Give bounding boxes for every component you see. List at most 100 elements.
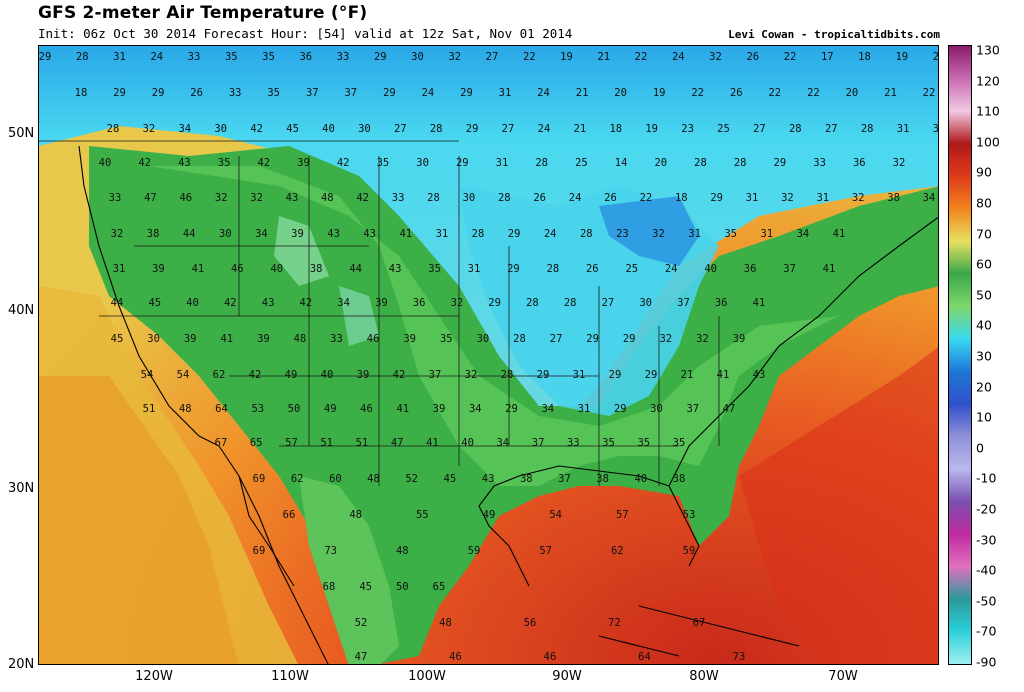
station-temp-value: 24 [933, 51, 939, 63]
station-temp-value: 48 [396, 545, 409, 557]
station-temp-value: 46 [449, 651, 462, 663]
station-temp-value: 30 [358, 123, 371, 135]
station-temp-value: 59 [683, 545, 696, 557]
station-temp-value: 31 [760, 228, 773, 240]
station-temp-value: 29 [710, 192, 723, 204]
station-temp-value: 21 [574, 123, 587, 135]
station-temp-value: 41 [220, 333, 233, 345]
station-temp-value: 27 [486, 51, 499, 63]
colorbar-label: -40 [976, 562, 997, 578]
station-temp-value: 32 [709, 51, 722, 63]
station-temp-value: 24 [544, 228, 557, 240]
station-temp-value: 22 [784, 51, 797, 63]
lat-label-50n: 50N [8, 126, 35, 141]
station-temp-value: 31 [499, 87, 512, 99]
station-temp-value: 36 [413, 297, 426, 309]
station-temp-value: 59 [468, 545, 481, 557]
colorbar-label: 40 [976, 317, 992, 333]
station-temp-value: 31 [113, 263, 126, 275]
station-temp-value: 29 [152, 87, 165, 99]
station-temp-value: 32 [696, 333, 709, 345]
station-temp-value: 29 [488, 297, 501, 309]
station-temp-value: 32 [451, 297, 464, 309]
station-temp-value: 29 [39, 51, 51, 63]
station-temp-value: 40 [186, 297, 199, 309]
station-temp-value: 41 [192, 263, 205, 275]
station-temp-value: 30 [639, 297, 652, 309]
station-temp-value: 34 [178, 123, 191, 135]
station-temp-value: 28 [76, 51, 89, 63]
station-temp-value: 39 [433, 403, 446, 415]
station-temp-value: 29 [508, 228, 521, 240]
station-temp-value: 33 [229, 87, 242, 99]
station-temp-value: 27 [550, 333, 563, 345]
station-temp-value: 64 [638, 651, 651, 663]
colorbar-label: -10 [976, 470, 997, 486]
station-temp-value: 26 [604, 192, 617, 204]
station-temp-value: 35 [262, 51, 275, 63]
station-temp-value: 24 [422, 87, 435, 99]
temperature-map[interactable]: 29 28 31 24 33 35 35 36 33 29 30 32 27 22 19 21 22 24 32 26… [38, 45, 939, 665]
coastlines [78, 145, 938, 664]
station-temp-value: 38 [520, 473, 533, 485]
station-temp-value: 60 [329, 473, 342, 485]
station-temp-value: 26 [730, 87, 743, 99]
station-temp-value: 68 [323, 581, 336, 593]
station-temp-value: 46 [367, 333, 380, 345]
colorbar-label: 100 [976, 134, 1000, 150]
station-temp-value: 43 [262, 297, 275, 309]
station-temp-value: 31 [113, 51, 126, 63]
station-temp-value: 32 [143, 123, 156, 135]
station-temp-value: 47 [144, 192, 157, 204]
station-temp-value: 40 [461, 437, 474, 449]
station-temp-value: 29 [456, 157, 469, 169]
station-temp-value: 28 [861, 123, 874, 135]
station-temp-value: 27 [394, 123, 407, 135]
station-temp-value: 39 [297, 157, 310, 169]
colorbar-label: -20 [976, 501, 997, 517]
station-temp-value: 38 [887, 192, 900, 204]
station-temp-value: 31 [688, 228, 701, 240]
station-temp-value: 14 [615, 157, 628, 169]
colorbar-label: -70 [976, 623, 997, 639]
station-temp-value: 31 [933, 123, 939, 135]
station-temp-value: 37 [686, 403, 699, 415]
station-temp-value: 46 [179, 192, 192, 204]
station-temp-value: 33 [330, 333, 343, 345]
station-temp-value: 35 [377, 157, 390, 169]
station-temp-value: 20 [846, 87, 859, 99]
station-temp-value: 32 [893, 157, 906, 169]
station-temp-value: 40 [704, 263, 717, 275]
station-temp-value: 37 [532, 437, 545, 449]
credit-text: Levi Cowan - tropicaltidbits.com [728, 28, 940, 41]
station-temp-value: 25 [575, 157, 588, 169]
station-temp-value: 34 [469, 403, 482, 415]
station-temp-value: 43 [753, 369, 766, 381]
station-temp-value: 37 [783, 263, 796, 275]
lon-label-110w: 110W [271, 669, 309, 684]
station-temp-value: 40 [99, 157, 112, 169]
station-temp-value: 28 [427, 192, 440, 204]
station-temp-value: 34 [337, 297, 350, 309]
station-temp-value: 28 [513, 333, 526, 345]
lon-label-90w: 90W [552, 669, 582, 684]
station-temp-value: 35 [440, 333, 453, 345]
colorbar-label: 50 [976, 287, 992, 303]
temperature-colorbar [948, 45, 972, 665]
station-temp-value: 31 [746, 192, 759, 204]
colorbar-label: -50 [976, 593, 997, 609]
station-temp-value: 22 [807, 87, 820, 99]
station-temp-value: 57 [539, 545, 552, 557]
station-temp-value: 18 [75, 87, 88, 99]
station-temp-value: 49 [483, 509, 496, 521]
station-temp-value: 39 [257, 333, 270, 345]
station-temp-value: 22 [640, 192, 653, 204]
station-temp-value: 19 [645, 123, 658, 135]
station-temp-value: 35 [602, 437, 615, 449]
station-temp-value: 42 [224, 297, 237, 309]
station-temp-value: 44 [111, 297, 124, 309]
station-temp-value: 41 [753, 297, 766, 309]
station-temp-value: 25 [717, 123, 730, 135]
station-temp-value: 28 [580, 228, 593, 240]
station-temp-value: 54 [549, 509, 562, 521]
